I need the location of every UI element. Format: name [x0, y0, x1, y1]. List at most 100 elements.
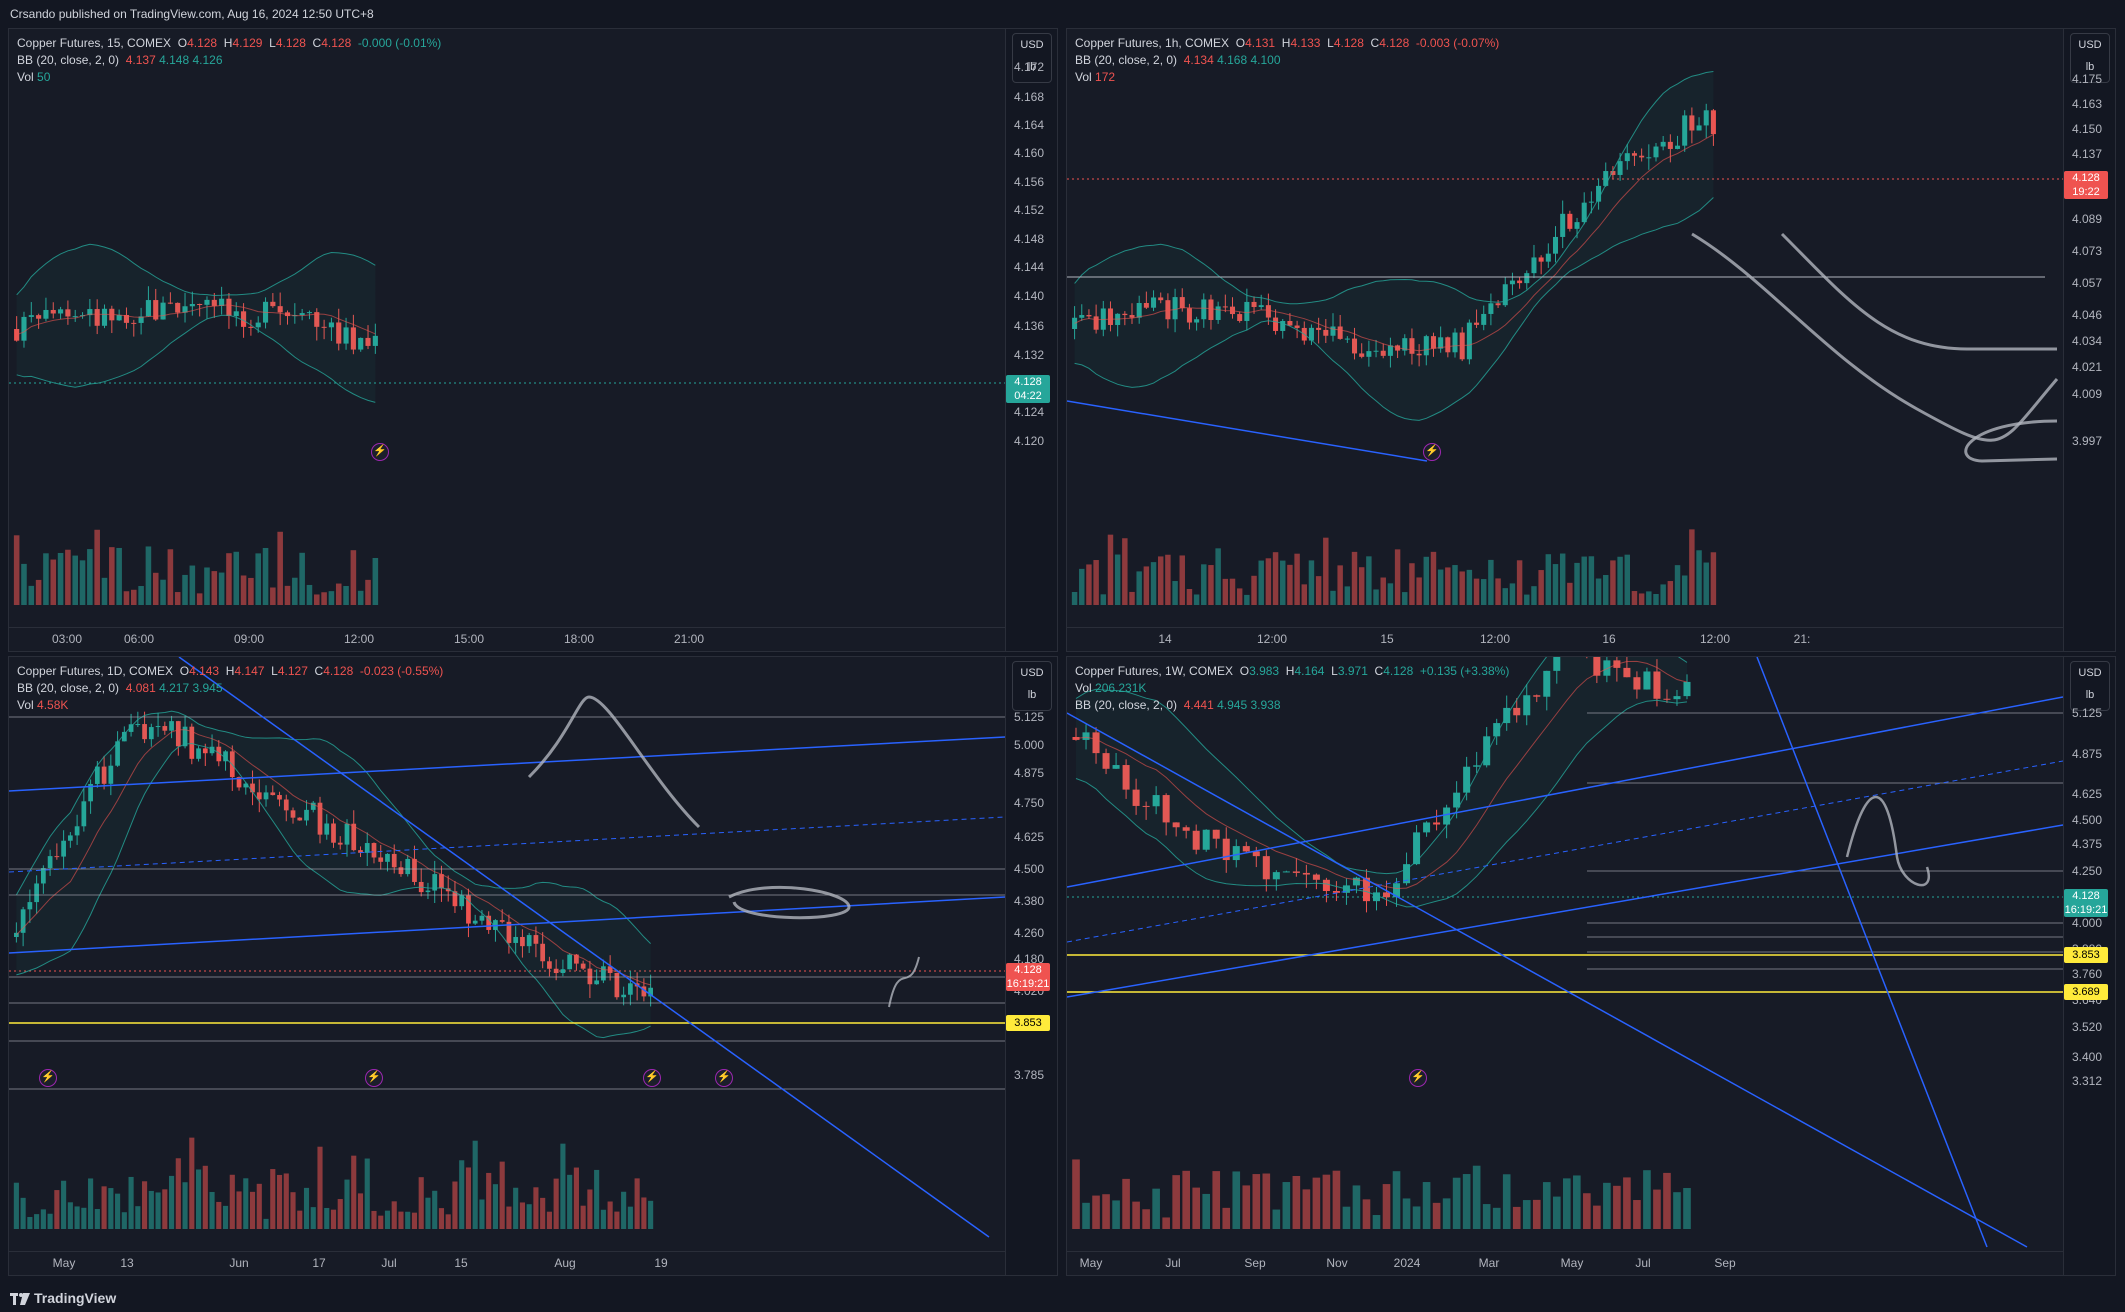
volume-bar	[81, 1207, 87, 1229]
currency-unit-selector[interactable]: USD lb	[2070, 661, 2110, 711]
horizontal-line-price-badge[interactable]: 3.853	[1006, 1015, 1050, 1031]
chart-canvas[interactable]	[9, 29, 1005, 629]
chart-canvas[interactable]	[1067, 657, 2063, 1253]
volume-bar	[1437, 569, 1444, 605]
candle-body	[310, 802, 316, 810]
price-tick-label: 4.152	[1014, 203, 1045, 217]
chart-panel-1w[interactable]: Copper Futures, 1W, COMEX O3.983 H4.164 …	[1066, 656, 2116, 1276]
volume-bar	[94, 1209, 100, 1229]
candle-body	[358, 850, 363, 853]
volume-bar	[101, 577, 108, 605]
candle-body	[1653, 671, 1661, 699]
event-flash-icon[interactable]: ⚡	[1409, 1069, 1427, 1087]
chart-panel-15m[interactable]: Copper Futures, 15, COMEX O4.128 H4.129 …	[8, 28, 1058, 652]
chart-panel-1h[interactable]: Copper Futures, 1h, COMEX O4.131 H4.133 …	[1066, 28, 2116, 652]
volume-bar	[67, 1202, 73, 1229]
time-tick-label: May	[1079, 1256, 1103, 1270]
horizontal-line-price-badge[interactable]: 3.689	[2064, 984, 2108, 1000]
volume-bar	[229, 1174, 235, 1229]
chart-panel-1d[interactable]: Copper Futures, 1D, COMEX O4.143 H4.147 …	[8, 656, 1058, 1276]
volume-bar	[1552, 564, 1559, 605]
volume-bar	[243, 1178, 249, 1229]
price-scale[interactable]: USD lb 5.125 4.875 4.625 4.500 4.375 4.250 4.00…	[2063, 657, 2115, 1275]
volume-bar	[560, 1143, 566, 1229]
volume-bar	[216, 1201, 222, 1229]
time-tick-label: 16	[1602, 632, 1616, 646]
volume-bar	[1332, 1170, 1341, 1229]
currency-unit-selector[interactable]: USD lb	[2070, 33, 2110, 83]
volume-bar	[1624, 554, 1631, 605]
candle-body	[412, 858, 417, 882]
candle-body	[155, 726, 161, 728]
volume-bar	[196, 593, 203, 605]
volume-bar	[1122, 538, 1128, 605]
candle-body	[270, 792, 276, 796]
volume-bar	[1638, 593, 1645, 605]
last-price-value: 4.128	[1014, 964, 1042, 976]
candle-body	[1667, 141, 1673, 149]
candle-body	[236, 777, 242, 788]
candle-body	[1560, 213, 1566, 237]
candle-body	[1262, 856, 1270, 880]
channel-line	[9, 736, 1005, 792]
volume-bar	[1082, 1202, 1090, 1229]
volume-bar	[248, 577, 254, 605]
candle-body	[241, 311, 247, 327]
volume-bar	[398, 1211, 404, 1229]
candle-body	[175, 302, 181, 313]
candle-body	[167, 302, 173, 304]
time-axis[interactable]: 14 12:00 15 12:00 16 12:00 21:	[1067, 627, 2063, 651]
candle-body	[587, 968, 593, 985]
price-scale[interactable]: USD lb 4.172 4.168 4.164 4.160 4.156 4.152 4.14…	[1005, 29, 1057, 651]
candle-body	[58, 309, 64, 314]
volume-bar	[567, 1174, 573, 1229]
currency-unit-selector[interactable]: USD lb	[1012, 33, 1052, 83]
time-axis[interactable]: 03:00 06:00 09:00 12:00 15:00 18:00 21:00	[9, 627, 1005, 651]
candle-body	[1122, 765, 1130, 790]
event-flash-icon[interactable]: ⚡	[643, 1069, 661, 1087]
candle-body	[391, 853, 397, 868]
volume-bar	[378, 1215, 384, 1229]
volume-bar	[1157, 556, 1164, 605]
candle-body	[270, 301, 276, 307]
time-axis[interactable]: May 13 Jun 17 Jul 15 Aug 19	[9, 1251, 1005, 1275]
volume-bar	[492, 1184, 499, 1229]
candle-body	[1696, 125, 1702, 131]
candle-body	[1152, 795, 1160, 807]
candle-body	[398, 867, 404, 875]
candle-body	[1423, 336, 1429, 356]
event-flash-icon[interactable]: ⚡	[39, 1069, 57, 1087]
horizontal-line-price-badge[interactable]: 3.853	[2064, 947, 2108, 963]
candle-body	[1359, 353, 1365, 357]
event-flash-icon[interactable]: ⚡	[371, 443, 389, 461]
candle-body	[1172, 822, 1180, 828]
price-scale[interactable]: USD lb 5.125 5.000 4.875 4.750 4.625 4.500 4.38…	[1005, 657, 1057, 1275]
volume-bar	[357, 1193, 364, 1229]
event-flash-icon[interactable]: ⚡	[365, 1069, 383, 1087]
candle-body	[1252, 851, 1260, 857]
volume-bar	[270, 587, 276, 605]
volume-bar	[28, 585, 35, 605]
event-flash-icon[interactable]: ⚡	[715, 1069, 733, 1087]
price-tick-label: 4.500	[1014, 862, 1045, 876]
candle-body	[1102, 753, 1110, 769]
candle-body	[306, 312, 313, 314]
volume-bar	[1308, 560, 1315, 605]
chart-canvas[interactable]	[9, 657, 1005, 1253]
candle-body	[1258, 305, 1264, 308]
chart-canvas[interactable]	[1067, 29, 2063, 629]
volume-bar	[21, 563, 27, 605]
footer-brand[interactable]: TradingView	[0, 1284, 2125, 1312]
time-axis[interactable]: May Jul Sep Nov 2024 Mar May Jul Sep	[1067, 1251, 2063, 1275]
candle-body	[1344, 338, 1350, 340]
volume-bar	[88, 1178, 94, 1229]
event-flash-icon[interactable]: ⚡	[1423, 443, 1441, 461]
candle-body	[47, 856, 53, 869]
currency-unit-selector[interactable]: USD lb	[1012, 661, 1052, 711]
price-tick-label: 4.009	[2072, 387, 2103, 401]
volume-bar	[513, 1187, 519, 1229]
volume-bar	[47, 1213, 53, 1229]
volume-bar	[1143, 566, 1150, 605]
bollinger-basis	[16, 729, 651, 986]
